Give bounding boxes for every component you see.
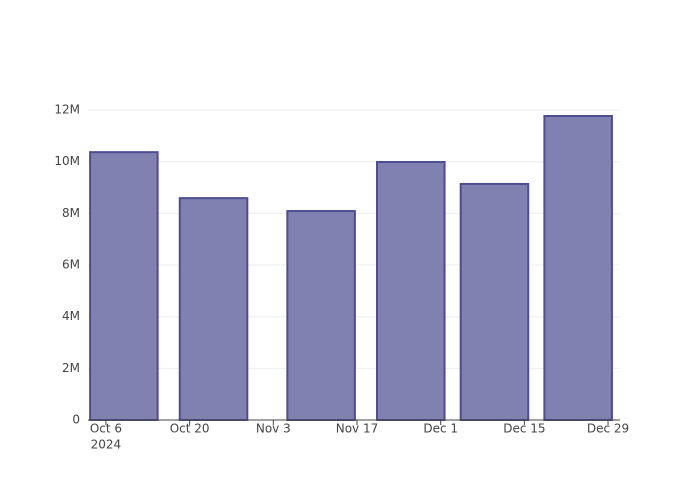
y-tick-label: 2M: [62, 361, 80, 375]
y-tick-label: 12M: [54, 103, 80, 117]
y-tick-label: 8M: [62, 206, 80, 220]
x-tick-label: Nov 17: [336, 422, 379, 436]
y-tick-label: 10M: [54, 154, 80, 168]
bar: [89, 151, 159, 421]
x-tick-year: 2024: [91, 438, 122, 452]
x-tick-label: Dec 1: [423, 422, 458, 436]
bar: [459, 182, 530, 421]
bar: [376, 160, 446, 421]
x-tick-label: Dec 15: [503, 422, 545, 436]
y-tick-label: 4M: [62, 309, 80, 323]
bar: [543, 115, 613, 422]
bar: [286, 210, 356, 421]
x-tick-label: Dec 29: [587, 422, 629, 436]
y-tick-label: 6M: [62, 258, 80, 272]
x-tick-label: Oct 20: [170, 422, 210, 436]
x-tick-label: Oct 6: [90, 422, 122, 436]
x-tick-label: Nov 3: [256, 422, 291, 436]
y-tick-label: 0: [72, 413, 80, 427]
bar: [178, 197, 249, 421]
